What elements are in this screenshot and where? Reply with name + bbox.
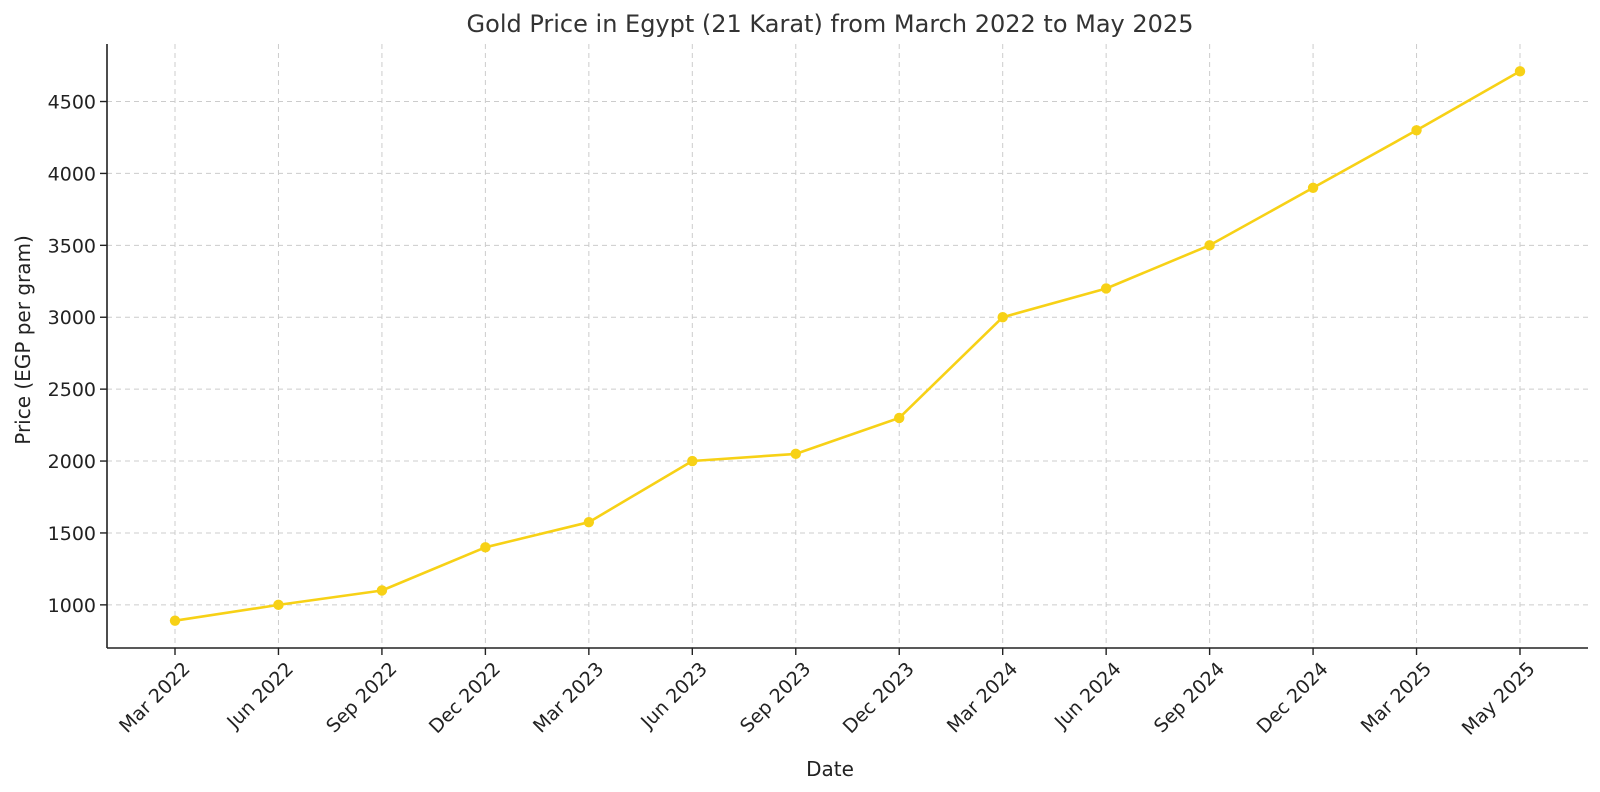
data-point [583, 516, 595, 528]
data-point [997, 312, 1008, 323]
y-tick-label: 2000 [48, 451, 96, 473]
data-point [894, 412, 905, 424]
x-tick-label: Sep 2022 [322, 658, 401, 737]
data-point [480, 542, 491, 553]
series-line [174, 70, 1521, 622]
y-tick-label: 3000 [48, 307, 96, 329]
data-point [376, 585, 388, 596]
x-tick-label: Sep 2024 [1150, 658, 1229, 737]
y-tick-label: 4500 [48, 92, 96, 114]
grid-lines [107, 44, 1588, 648]
series-line-group [169, 66, 1526, 626]
x-tick-label: Mar 2023 [529, 658, 608, 737]
x-tick-label: May 2025 [1458, 658, 1540, 740]
y-axis-title: Price (EGP per gram) [11, 235, 35, 445]
data-point [687, 455, 698, 467]
x-axis-title: Date [806, 757, 854, 781]
data-point [1204, 240, 1215, 251]
x-tick-label: Sep 2023 [736, 658, 815, 737]
x-tick-label: Dec 2022 [425, 658, 505, 738]
x-tick-label: Jun 2022 [222, 658, 298, 734]
x-tick-label: Jun 2023 [636, 658, 712, 734]
data-point [1307, 182, 1319, 194]
data-point [1514, 66, 1526, 77]
data-point [273, 599, 284, 611]
data-point [1100, 283, 1112, 294]
x-tick-label: Jun 2024 [1050, 658, 1126, 734]
x-tick-label: Mar 2024 [943, 658, 1022, 737]
x-tick-label: Mar 2025 [1357, 658, 1436, 737]
chart-title: Gold Price in Egypt (21 Karat) from Marc… [467, 10, 1194, 38]
y-tick-label: 2500 [48, 379, 96, 401]
data-point [1411, 125, 1422, 136]
data-point [169, 615, 181, 626]
axes: 1000 1500 2000 2500 3000 3500 4000 4500 Mar 2022… [48, 44, 1588, 740]
x-tick-label: Dec 2024 [1253, 658, 1333, 738]
y-tick-label: 3500 [48, 235, 96, 257]
data-point [790, 448, 801, 460]
y-tick-label: 1000 [48, 595, 96, 617]
y-tick-label: 4000 [48, 163, 96, 185]
x-tick-label: Mar 2022 [115, 658, 194, 737]
x-tick-label: Dec 2023 [839, 658, 919, 738]
y-tick-label: 1500 [48, 523, 96, 545]
